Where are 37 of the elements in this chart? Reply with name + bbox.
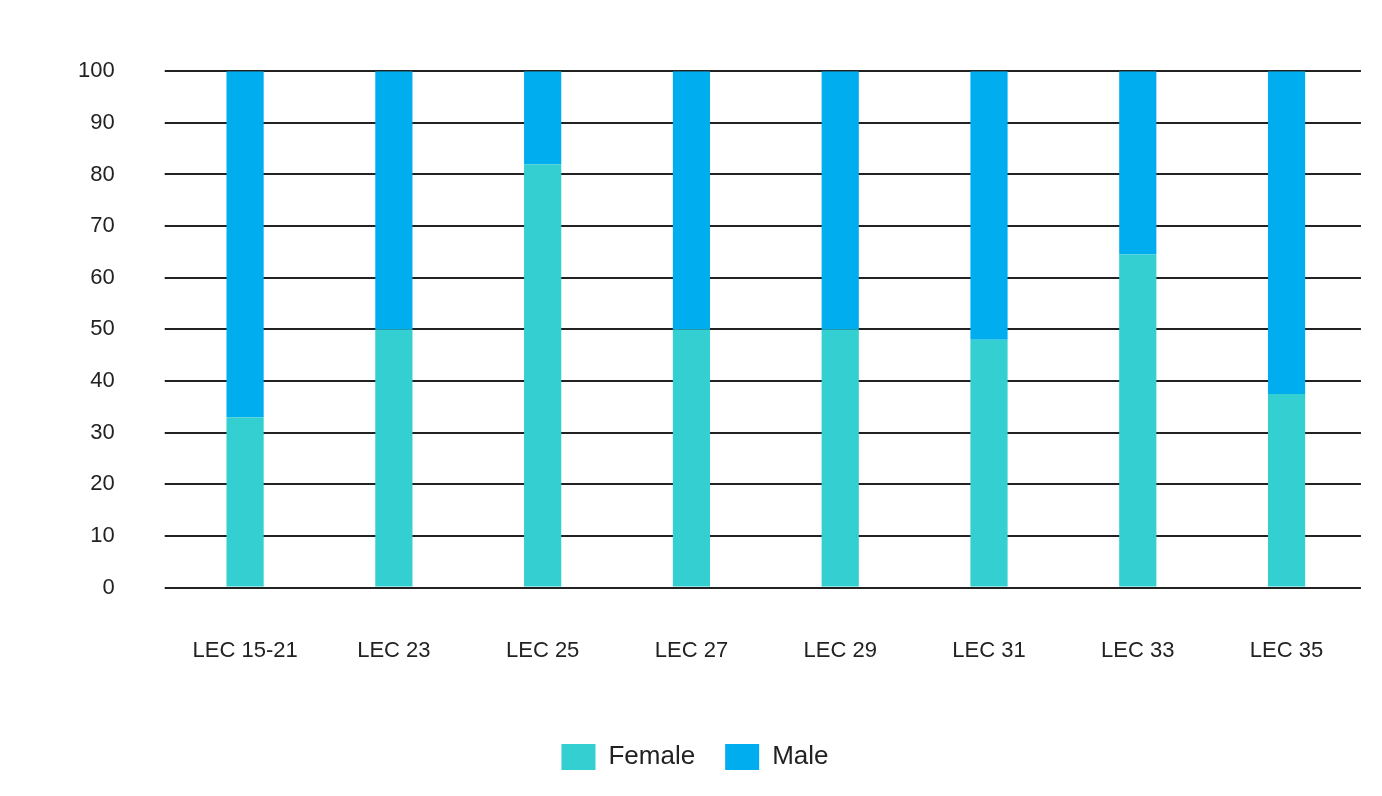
y-tick-label: 90 [90,108,115,134]
bar [821,71,859,330]
x-tick-label: LEC 25 [505,636,580,662]
bar [226,417,264,587]
bar [226,71,264,418]
bar [524,71,562,165]
y-tick-label: 20 [90,470,115,496]
bar [1119,254,1157,587]
bar [970,339,1008,587]
x-tick-label: LEC 15-21 [192,636,298,662]
bar [970,71,1008,340]
bar [1267,393,1306,587]
x-tick-label: LEC 31 [952,636,1026,662]
bar [672,71,711,330]
y-tick-label: 80 [90,160,115,186]
bar [821,329,859,587]
x-tick-label: LEC 33 [1101,636,1175,662]
x-tick-label: LEC 29 [803,636,877,662]
bar [524,164,562,587]
bar [375,329,413,587]
y-tick-label: 70 [90,212,115,238]
bar [375,71,413,330]
y-tick-label: 10 [90,522,115,548]
x-tick-label: LEC 27 [654,636,729,662]
legend-label: Male [772,740,829,771]
y-tick-label: 100 [77,57,115,83]
y-tick-label: 50 [90,315,115,341]
x-tick-label: LEC 23 [357,636,431,662]
x-tick-label: LEC 35 [1249,636,1324,662]
y-tick-label: 60 [90,263,115,289]
y-tick-label: 0 [102,573,115,599]
y-tick-label: 30 [90,418,115,444]
bar [1267,71,1306,394]
bar [1119,71,1157,255]
y-tick-label: 40 [90,367,115,393]
legend-label: Female [608,740,696,771]
bar [672,329,711,587]
